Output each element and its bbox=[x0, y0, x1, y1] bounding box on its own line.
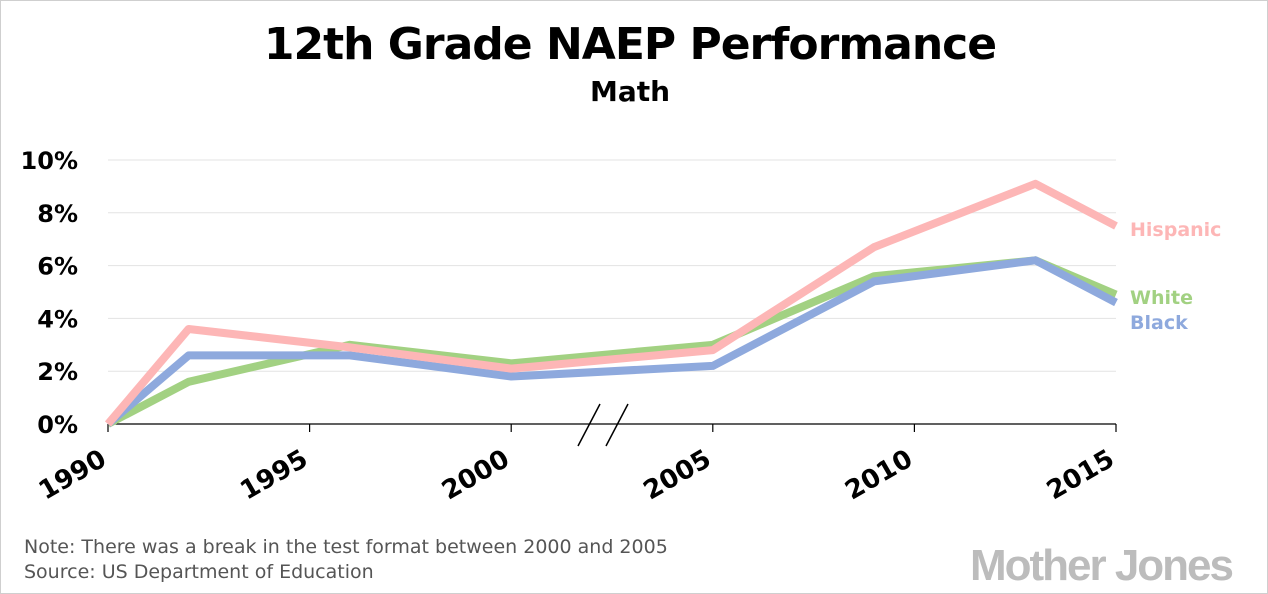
series-label-white: White bbox=[1130, 287, 1193, 309]
axis-break-mark bbox=[577, 403, 629, 447]
series-line-black bbox=[105, 256, 1118, 428]
y-tick-label: 6% bbox=[37, 253, 78, 281]
y-axis: 0% 2% 4% 6% 8% 10% bbox=[21, 147, 78, 439]
x-tick-label: 2015 bbox=[1042, 444, 1120, 506]
series-label-hispanic: Hispanic bbox=[1130, 219, 1221, 241]
series-line-white bbox=[106, 256, 1118, 428]
x-tick-label: 1990 bbox=[34, 444, 112, 506]
x-tick-label: 2005 bbox=[639, 444, 717, 506]
series-lines bbox=[104, 179, 1118, 428]
y-tick-label: 8% bbox=[37, 200, 78, 228]
footer-source: Source: US Department of Education bbox=[24, 561, 374, 583]
x-tick-label: 1995 bbox=[235, 444, 313, 506]
chart-title: 12th Grade NAEP Performance bbox=[264, 19, 996, 70]
y-tick-label: 10% bbox=[21, 147, 78, 175]
chart-subtitle: Math bbox=[590, 75, 670, 108]
x-axis: 1990 1995 2000 2005 2010 2015 bbox=[34, 423, 1120, 506]
x-tick-label: 2010 bbox=[840, 444, 918, 506]
series-labels: White Black Hispanic bbox=[1130, 219, 1221, 334]
series-label-black: Black bbox=[1130, 312, 1188, 334]
series-line-hispanic bbox=[104, 179, 1118, 427]
mother-jones-logo: Mother Jones bbox=[970, 541, 1233, 590]
x-tick-label: 2000 bbox=[437, 444, 515, 506]
y-tick-label: 2% bbox=[37, 358, 78, 386]
footer-note: Note: There was a break in the test form… bbox=[24, 536, 668, 558]
y-tick-label: 0% bbox=[37, 411, 78, 439]
y-tick-label: 4% bbox=[37, 305, 78, 333]
